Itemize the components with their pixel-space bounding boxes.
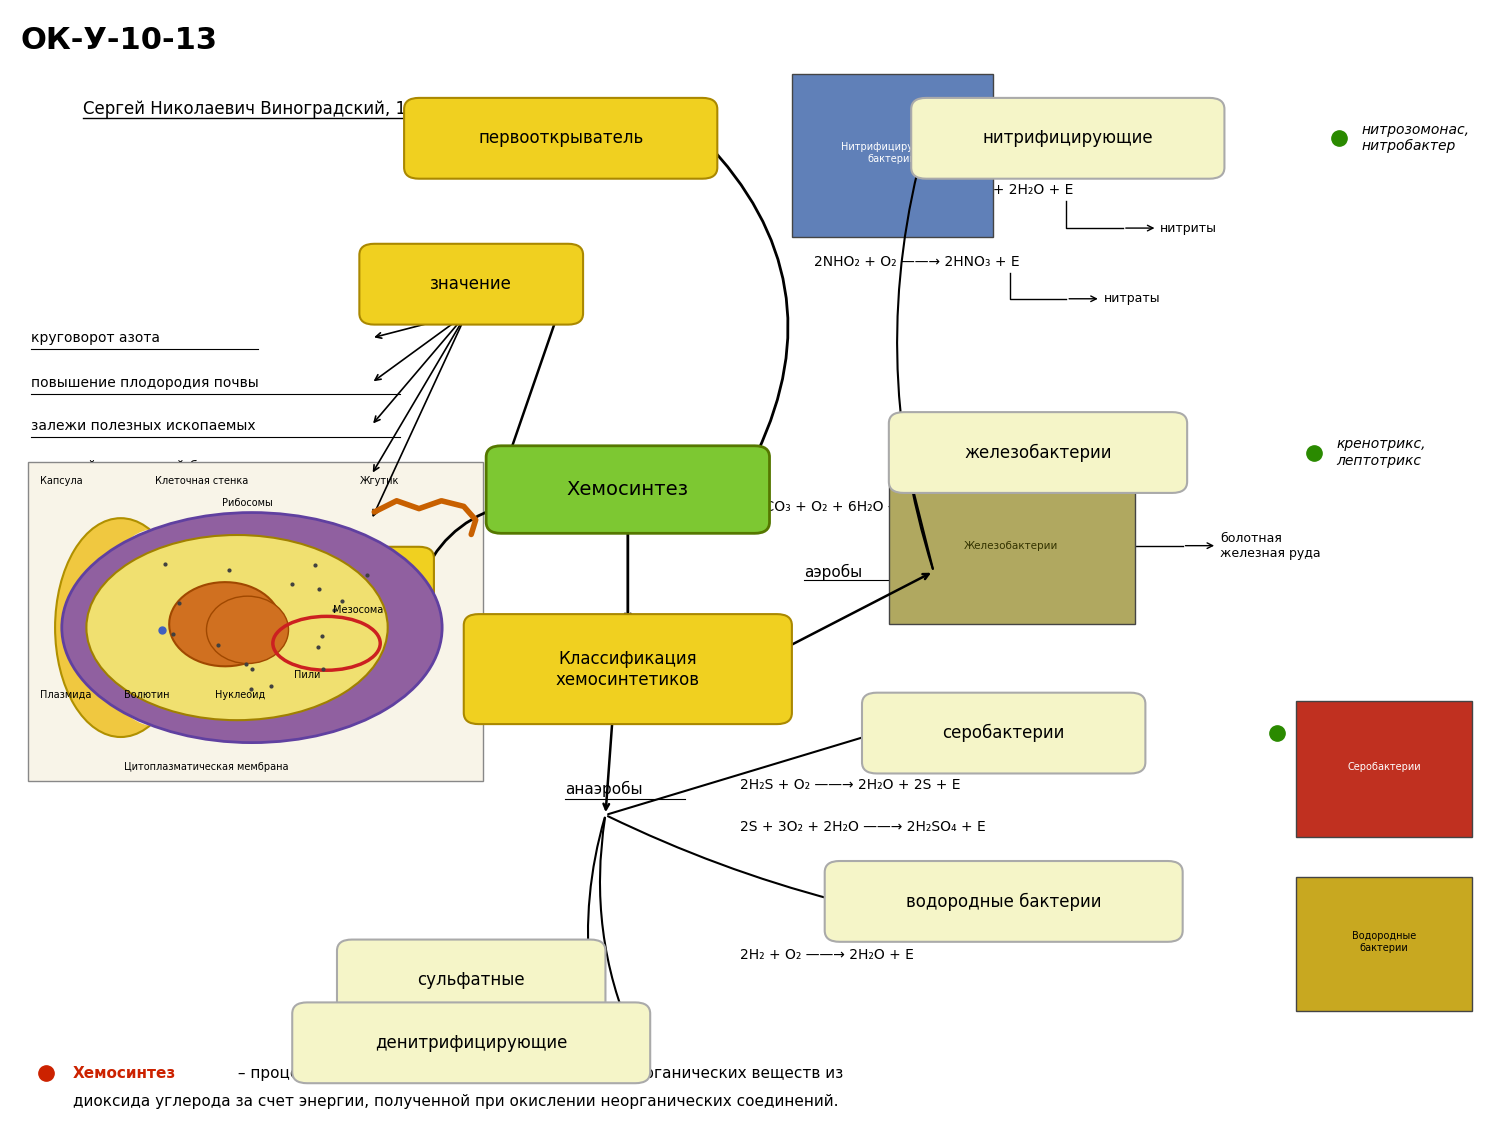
Text: 2NHO₂ + O₂ ——→ 2HNO₃ + E: 2NHO₂ + O₂ ——→ 2HNO₃ + E <box>815 254 1020 269</box>
Ellipse shape <box>207 596 288 664</box>
Text: Сергей Николаевич Виноградский, 1887: Сергей Николаевич Виноградский, 1887 <box>84 100 438 118</box>
Ellipse shape <box>87 536 387 720</box>
Text: бежиатоа,
тиотрикс: бежиатоа, тиотрикс <box>1299 718 1376 748</box>
Text: аэробы: аэробы <box>804 564 862 579</box>
Text: Водородные
бактерии: Водородные бактерии <box>1352 932 1416 953</box>
FancyBboxPatch shape <box>890 412 1186 493</box>
FancyBboxPatch shape <box>1296 701 1472 837</box>
Text: водородные бактерии: водородные бактерии <box>906 892 1101 910</box>
Text: Плазмида: Плазмида <box>40 690 92 700</box>
Text: залежи полезных ископаемых: залежи полезных ископаемых <box>32 418 257 433</box>
FancyBboxPatch shape <box>1296 876 1472 1011</box>
Text: повышение плодородия почвы: повышение плодородия почвы <box>32 376 260 390</box>
Text: где происходит: где происходит <box>222 578 362 596</box>
FancyBboxPatch shape <box>486 446 770 533</box>
Text: Пили: Пили <box>294 669 320 680</box>
FancyBboxPatch shape <box>338 939 606 1020</box>
FancyBboxPatch shape <box>404 98 717 179</box>
Ellipse shape <box>56 519 186 737</box>
Text: Волютин: Волютин <box>123 690 170 700</box>
Text: значение: значение <box>430 276 512 294</box>
Text: круговорот азота: круговорот азота <box>32 331 160 345</box>
Text: болотная
железная руда: болотная железная руда <box>1220 532 1320 559</box>
Ellipse shape <box>62 513 442 742</box>
Text: 2S + 3O₂ + 2H₂O ——→ 2H₂SO₄ + E: 2S + 3O₂ + 2H₂O ——→ 2H₂SO₄ + E <box>740 820 986 835</box>
Text: Нуклеоид: Нуклеоид <box>214 690 266 700</box>
Text: анаэробы: анаэробы <box>566 781 642 798</box>
Text: Жгутик: Жгутик <box>360 476 399 486</box>
Text: нитраты: нитраты <box>1104 292 1160 305</box>
FancyBboxPatch shape <box>28 461 483 782</box>
Text: кренотрикс,
лептотрикс: кренотрикс, лептотрикс <box>1336 438 1426 468</box>
FancyBboxPatch shape <box>360 244 584 325</box>
Text: 2H₂S + O₂ ——→ 2H₂O + 2S + E: 2H₂S + O₂ ——→ 2H₂O + 2S + E <box>740 777 960 792</box>
Text: сульфатные: сульфатные <box>417 971 525 989</box>
Text: на внутренних выростах
плазматической мембраны -
мезосомах: на внутренних выростах плазматической ме… <box>84 650 294 696</box>
Ellipse shape <box>170 582 280 666</box>
Text: Хемосинтез: Хемосинтез <box>74 1065 176 1081</box>
Text: 2H₂ + O₂ ——→ 2H₂O + E: 2H₂ + O₂ ——→ 2H₂O + E <box>740 948 914 962</box>
Text: Рибосомы: Рибосомы <box>222 498 273 508</box>
FancyBboxPatch shape <box>792 74 993 237</box>
Ellipse shape <box>98 530 210 726</box>
Text: Хемосинтез: Хемосинтез <box>567 480 688 500</box>
FancyBboxPatch shape <box>862 693 1146 774</box>
Text: Мезосома: Мезосома <box>333 604 382 614</box>
FancyBboxPatch shape <box>150 547 433 628</box>
Text: биологическая очистка воды: биологическая очистка воды <box>32 513 246 526</box>
Text: 2NH₃ + 3O₂ ——→ 2HNO₂ + 2H₂O + E: 2NH₃ + 3O₂ ——→ 2HNO₂ + 2H₂O + E <box>815 183 1074 197</box>
FancyBboxPatch shape <box>292 1002 650 1083</box>
Text: ОК-У-10-13: ОК-У-10-13 <box>21 26 217 55</box>
Text: нитрозомонас,
нитробактер: нитрозомонас, нитробактер <box>1362 123 1470 153</box>
Text: 4FeCO₃ + O₂ + 6H₂O ——→ 4Fe(OH)₃ + 4CO₂↑+ E: 4FeCO₃ + O₂ + 6H₂O ——→ 4Fe(OH)₃ + 4CO₂↑+… <box>740 500 1084 513</box>
Text: нитриты: нитриты <box>1161 222 1218 235</box>
Text: Серобактерии: Серобактерии <box>1347 762 1420 772</box>
FancyBboxPatch shape <box>825 861 1182 942</box>
Text: железобактерии: железобактерии <box>964 443 1112 461</box>
FancyBboxPatch shape <box>890 472 1136 624</box>
Text: серобактерии: серобактерии <box>942 724 1065 742</box>
Text: Цитоплазматическая мембрана: Цитоплазматическая мембрана <box>123 762 288 772</box>
Text: Капсула: Капсула <box>40 476 82 486</box>
Text: Нитрифицирующие
бактерии: Нитрифицирующие бактерии <box>842 142 942 164</box>
Text: Клеточная стенка: Клеточная стенка <box>154 476 249 486</box>
Text: первооткрыватель: первооткрыватель <box>478 129 644 147</box>
FancyBboxPatch shape <box>910 98 1224 179</box>
Text: нитрифицирующие: нитрифицирующие <box>982 129 1154 147</box>
Text: – процесс образования некоторыми бактериями органических веществ из: – процесс образования некоторыми бактери… <box>232 1065 843 1081</box>
FancyBboxPatch shape <box>464 614 792 724</box>
Text: Железобактерии: Железобактерии <box>964 541 1059 550</box>
Text: денитрифицирующие: денитрифицирующие <box>375 1034 567 1052</box>
Text: диоксида углерода за счет энергии, полученной при окислении неорганических соеди: диоксида углерода за счет энергии, получ… <box>74 1094 838 1108</box>
Text: пищевой и кормовой белок
(водородные): пищевой и кормовой белок (водородные) <box>32 460 232 490</box>
Text: Классификация
хемосинтетиков: Классификация хемосинтетиков <box>556 650 700 688</box>
